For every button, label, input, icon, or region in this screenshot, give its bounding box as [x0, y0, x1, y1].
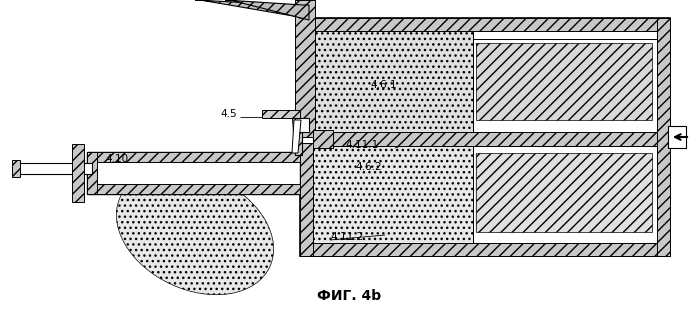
Bar [668, 126, 686, 148]
Bar [87, 152, 300, 194]
Bar [300, 18, 313, 127]
Bar [313, 132, 657, 146]
Bar [87, 184, 300, 194]
Polygon shape [225, 0, 309, 20]
Text: 4.6.1: 4.6.1 [370, 80, 396, 90]
Bar [657, 18, 670, 256]
Text: ФИГ. 4b: ФИГ. 4b [317, 289, 381, 303]
Bar [295, 118, 309, 132]
Bar [300, 18, 670, 256]
Bar [300, 243, 670, 256]
Bar [87, 152, 97, 194]
Bar [87, 152, 300, 162]
Text: 4.11.2: 4.11.2 [330, 232, 363, 242]
Bar [262, 110, 300, 118]
Bar [473, 39, 657, 140]
Bar [313, 130, 333, 148]
Bar [473, 146, 657, 243]
Text: 4.5: 4.5 [221, 109, 237, 119]
Text: 4.6.2: 4.6.2 [355, 162, 382, 172]
Bar [300, 143, 313, 256]
Bar [12, 160, 20, 177]
Bar [476, 43, 652, 120]
Ellipse shape [117, 169, 274, 295]
Bar [300, 18, 670, 31]
Text: 4.10: 4.10 [105, 154, 128, 164]
Bar [295, 0, 315, 137]
Polygon shape [292, 120, 301, 153]
Bar [313, 31, 473, 132]
Text: 4.11.1: 4.11.1 [345, 140, 378, 150]
Bar [313, 146, 473, 243]
Polygon shape [195, 0, 305, 18]
Polygon shape [292, 118, 302, 155]
Bar [476, 153, 652, 232]
Bar [72, 144, 84, 202]
Bar [15, 163, 92, 174]
